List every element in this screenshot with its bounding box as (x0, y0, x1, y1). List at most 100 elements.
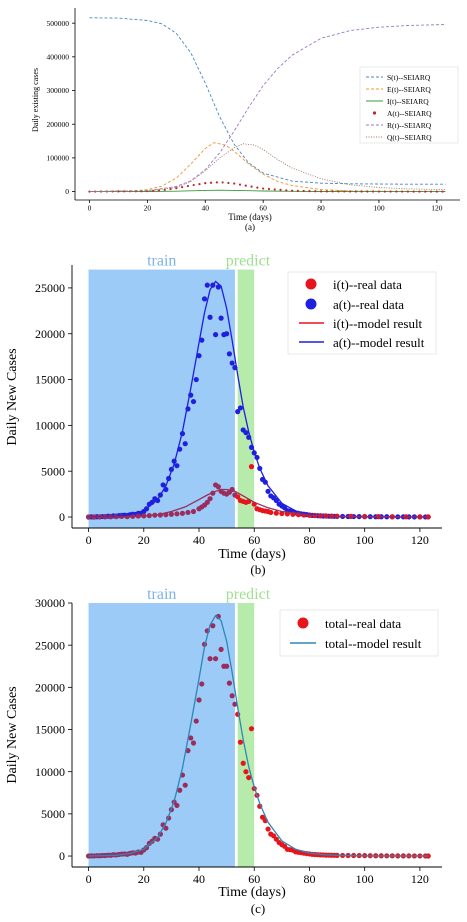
series-point-a (314, 190, 317, 193)
a-real-point (201, 296, 208, 302)
i-real-point (85, 514, 92, 520)
legend-label-i-real: i(t)--real data (333, 277, 402, 292)
i-real-point (268, 509, 274, 516)
series-point-a (354, 190, 357, 193)
series-point-a (343, 190, 346, 193)
total-real-point (224, 663, 230, 669)
total-real-point (237, 739, 244, 745)
panel-b-y-label: Daily New Cases (5, 348, 20, 445)
x-tick-label: 80 (303, 533, 315, 547)
i-real-point (235, 494, 241, 500)
total-real-point (174, 802, 180, 809)
legend-swatch-total-real (297, 617, 309, 629)
total-real-point (177, 787, 183, 793)
series-point-a (204, 182, 207, 185)
series-line-5 (89, 143, 446, 193)
panel-b-legend: i(t)--real data a(t)--real data i(t)--mo… (287, 271, 437, 355)
x-tick-label: 100 (356, 872, 374, 886)
a-real-point (218, 315, 224, 321)
series-point-a (209, 181, 213, 184)
series-point-a (296, 189, 299, 192)
legend-swatch-a-real (305, 298, 317, 310)
panel-a-legend-box (359, 66, 459, 144)
i-real-point (204, 499, 210, 505)
a-real-point (235, 409, 241, 415)
band-label-train: train (147, 253, 176, 270)
total-real-point (218, 646, 224, 652)
legend-entry-i-model: i(t)--model result (299, 316, 423, 331)
series-point-a (418, 190, 421, 193)
y-tick-label: 10000 (35, 419, 65, 433)
series-point-a (279, 188, 282, 191)
x-tick-label: 40 (193, 533, 205, 547)
panel-a-caption: (a) (245, 222, 255, 232)
total-real-point (199, 681, 205, 687)
a-real-point (265, 488, 271, 494)
x-tick-label: 100 (373, 204, 385, 213)
total-real-point (226, 680, 232, 686)
series-point-a (221, 181, 224, 184)
x-tick-label: 40 (202, 204, 210, 213)
legend-entry-i-real: i(t)--real data (305, 277, 402, 292)
total-real-point (196, 697, 202, 703)
legend-swatch-i-real (305, 278, 317, 290)
legend-entry-a: A(t)--SEIARQ (372, 109, 432, 118)
y-tick-label: 20000 (35, 681, 65, 695)
a-real-point (196, 353, 202, 359)
series-point-a (389, 190, 392, 193)
x-tick-label: 0 (86, 872, 92, 886)
legend-label-a: A(t)--SEIARQ (387, 109, 432, 118)
a-real-point (207, 314, 213, 320)
y-tick-label: 15000 (35, 373, 65, 387)
panel-b-bands: train predict (88, 253, 271, 528)
band-train (88, 269, 235, 528)
total-real-point (265, 826, 271, 832)
panel-a-y-ticks: 0 100000 200000 300000 400000 500000 (47, 19, 75, 196)
series-point-a (244, 184, 247, 187)
i-real-point (185, 509, 191, 516)
x-tick-label: 60 (259, 204, 267, 213)
series-line-0 (89, 17, 446, 185)
y-tick-label: 500000 (47, 19, 70, 28)
series-point-a (360, 190, 363, 193)
i-real-point (248, 464, 255, 470)
panel-c-legend-box (279, 609, 439, 657)
i-real-point (168, 511, 175, 517)
series-point-a (175, 187, 178, 190)
i-model-line (88, 488, 429, 518)
total-real-point (232, 701, 238, 707)
series-line-1 (89, 142, 446, 192)
y-tick-label: 0 (65, 187, 69, 196)
panel-a-series (88, 17, 446, 193)
series-point-a (308, 190, 311, 193)
y-tick-label: 10000 (35, 765, 65, 779)
y-tick-label: 0 (59, 510, 65, 524)
panel-c-x-label: Time (days) (218, 885, 286, 900)
series-point-a (348, 190, 352, 193)
series-point-a (88, 190, 91, 193)
a-real-point (237, 405, 244, 411)
series-point-a (435, 190, 438, 193)
i-real-point (215, 484, 221, 490)
a-real-point (190, 398, 197, 405)
series-point-a (372, 190, 375, 193)
series-point-a (302, 189, 305, 193)
series-point-a (181, 186, 184, 189)
x-tick-label: 20 (138, 872, 150, 886)
band-label-predict: predict (226, 586, 271, 603)
legend-entry-q: Q(t)--SEIARQ (366, 133, 432, 142)
a-real-point (204, 282, 210, 288)
series-point-a (331, 190, 334, 193)
legend-swatch-a (372, 111, 377, 115)
legend-label-a-model: a(t)--model result (333, 335, 425, 350)
series-point-a (325, 190, 328, 193)
a-real-point (182, 441, 188, 447)
total-model-line (88, 614, 429, 857)
y-tick-label: 25000 (35, 638, 65, 652)
series-point-a (406, 190, 409, 193)
a-real-point (193, 376, 199, 383)
series-point-a (238, 183, 242, 186)
total-real-point (229, 693, 235, 699)
total-real-point (188, 735, 194, 741)
y-tick-label: 5000 (41, 464, 65, 478)
